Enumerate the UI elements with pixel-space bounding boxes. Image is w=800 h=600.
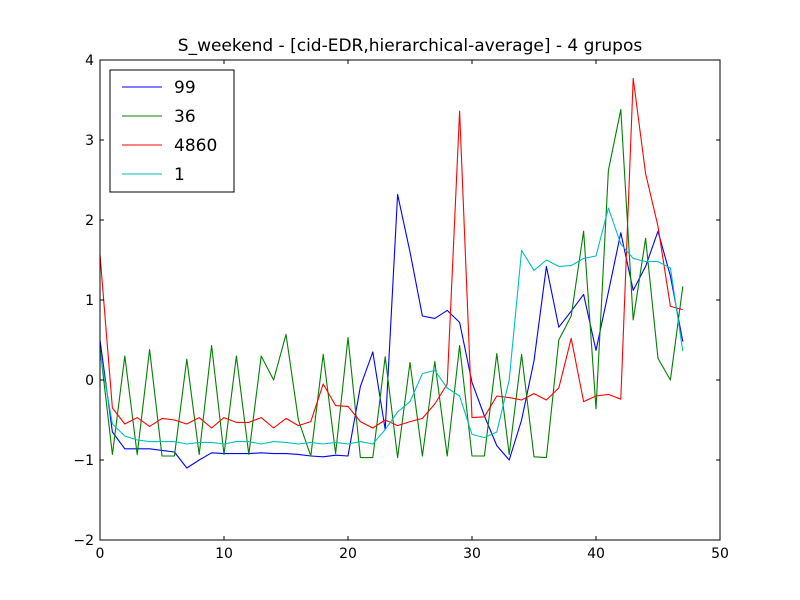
series-line-1 (99, 207, 684, 445)
y-tick-label: 0 (85, 373, 94, 389)
series-line-99 (99, 193, 684, 469)
x-tick-label: 50 (711, 546, 729, 562)
legend-label-1: 1 (174, 165, 185, 185)
legend-label-4860: 4860 (174, 136, 217, 156)
y-tick-label: −2 (73, 533, 94, 549)
x-tick-label: 0 (96, 546, 105, 562)
y-tick-label: 1 (85, 293, 94, 309)
plot-area: 0 10 20 30 40 50 −2 −1 0 1 2 3 4 (73, 53, 729, 562)
legend-label-99: 99 (174, 78, 196, 98)
x-tick-label: 40 (587, 546, 605, 562)
chart-title: S_weekend - [cid-EDR,hierarchical-averag… (178, 36, 643, 56)
y-tick-label: 3 (85, 133, 94, 149)
legend-box (109, 69, 235, 193)
x-tick-label: 20 (339, 546, 357, 562)
y-tick-label: −1 (73, 453, 94, 469)
x-tick-label: 30 (463, 546, 481, 562)
series-line-36 (99, 109, 684, 459)
series-line-4860 (99, 77, 683, 429)
x-tick-label: 10 (215, 546, 233, 562)
legend-label-36: 36 (174, 107, 196, 127)
y-tick-label: 2 (85, 213, 94, 229)
legend: 99 36 4860 1 (109, 69, 235, 193)
y-tick-label: 4 (85, 53, 94, 69)
